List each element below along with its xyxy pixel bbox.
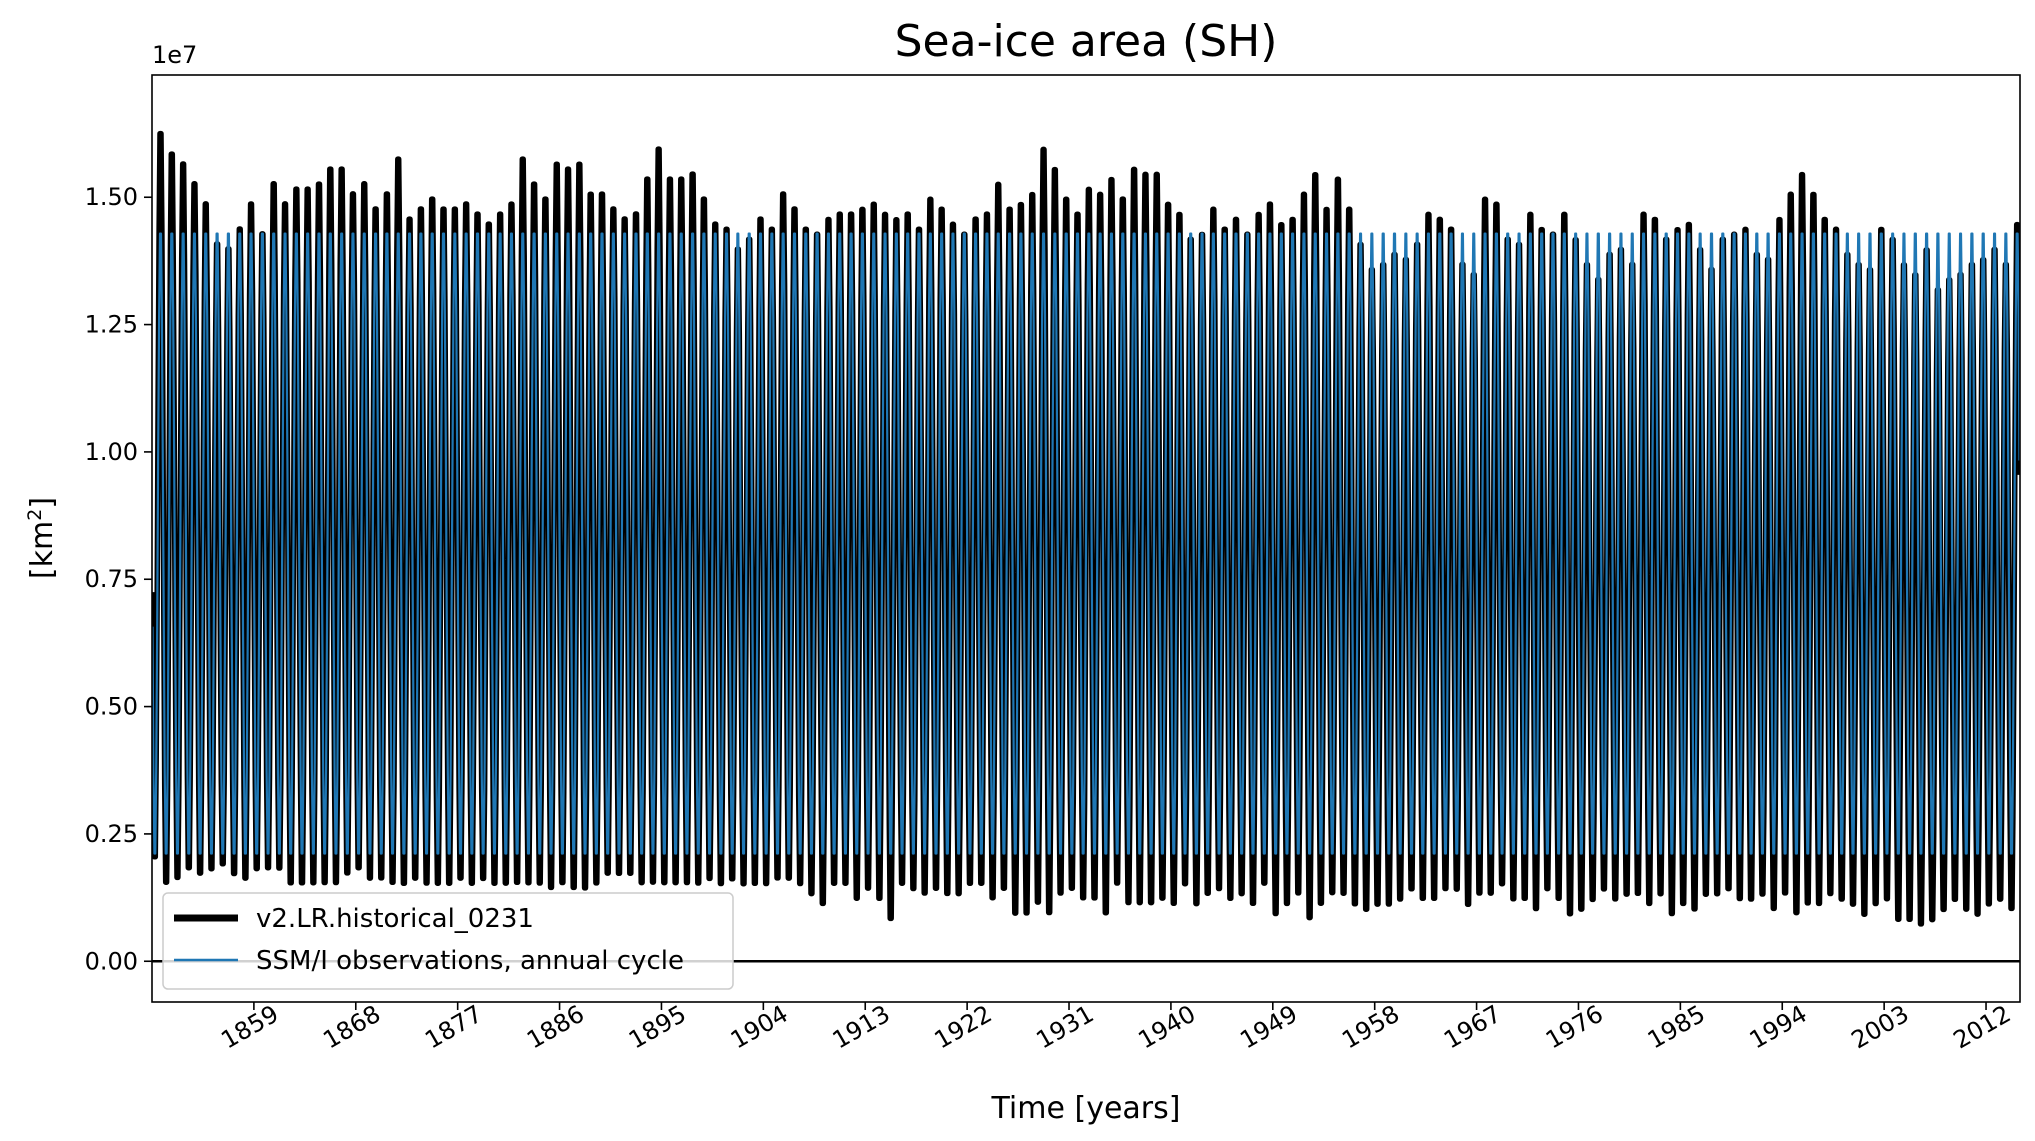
y-axis-label-suffix: ] bbox=[25, 497, 60, 509]
legend-label-model: v2.LR.historical_0231 bbox=[256, 904, 534, 934]
series-layer bbox=[152, 130, 2020, 927]
y-tick-label: 0.25 bbox=[85, 820, 138, 848]
x-axis-label: Time [years] bbox=[991, 1091, 1181, 1126]
y-axis-ticks: 0.00 0.25 0.50 0.75 1.00 1.25 1.50 bbox=[85, 183, 152, 975]
y-axis-label: [km2] bbox=[24, 497, 60, 579]
series-line-observations bbox=[152, 232, 2020, 855]
y-axis-label-prefix: [km bbox=[25, 521, 60, 579]
legend-frame bbox=[162, 892, 734, 990]
y-tick-label: 1.50 bbox=[85, 183, 138, 211]
chart-title: Sea-ice area (SH) bbox=[895, 16, 1278, 67]
y-tick-label: 1.00 bbox=[85, 438, 138, 466]
y-tick-label: 0.50 bbox=[85, 693, 138, 721]
y-tick-label: 0.75 bbox=[85, 565, 138, 593]
y-axis-label-superscript: 2 bbox=[24, 509, 46, 521]
legend-label-observations: SSM/I observations, annual cycle bbox=[256, 946, 684, 976]
y-offset-label: 1e7 bbox=[152, 41, 197, 69]
plot-frame bbox=[151, 74, 2021, 1003]
y-tick-label: 1.25 bbox=[85, 311, 138, 339]
legend: v2.LR.historical_0231 SSM/I observations… bbox=[162, 892, 734, 990]
y-tick-label: 0.00 bbox=[85, 947, 138, 975]
